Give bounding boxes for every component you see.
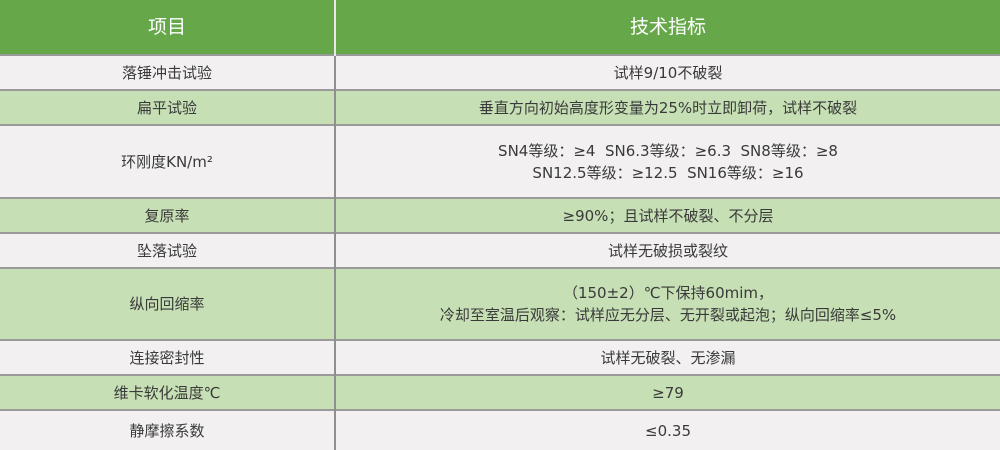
table-row: 坠落试验 试样无破损或裂纹 [0,232,1000,268]
item-cell: 维卡软化温度℃ [0,374,336,410]
spec-cell: ≤0.35 [335,409,1000,450]
spec-cell: 垂直方向初始高度形变量为25%时立即卸荷，试样不破裂 [335,89,1000,125]
table-row: 静摩擦系数 ≤0.35 [0,409,1000,450]
item-cell: 静摩擦系数 [0,409,336,450]
table-row: 连接密封性 试样无破裂、无渗漏 [0,339,1000,375]
spec-line: ≤0.35 [645,421,691,440]
spec-line: SN12.5等级：≥12.5 SN16等级：≥16 [532,163,804,182]
header-item: 项目 [0,0,336,55]
item-cell: 连接密封性 [0,339,336,375]
header-spec: 技术指标 [335,0,1000,55]
table-row: 纵向回缩率 （150±2）℃下保持60mim， 冷却至室温后观察：试样应无分层、无开… [0,267,1000,340]
spec-line: 试样无破裂、无渗漏 [600,348,736,367]
spec-line: 垂直方向初始高度形变量为25%时立即卸荷，试样不破裂 [478,98,858,117]
item-cell: 扁平试验 [0,89,336,125]
spec-cell: ≥79 [335,374,1000,410]
spec-line: ≥79 [652,383,684,402]
table-header: 项目 技术指标 [0,0,1000,55]
spec-cell: 试样9/10不破裂 [335,54,1000,90]
spec-cell: 试样无破裂、无渗漏 [335,339,1000,375]
table-row: 落锤冲击试验 试样9/10不破裂 [0,54,1000,90]
table-row: 复原率 ≥90%；且试样不破裂、不分层 [0,197,1000,233]
item-cell: 纵向回缩率 [0,267,336,340]
spec-line: 试样无破损或裂纹 [607,241,728,260]
spec-line: ≥90%；且试样不破裂、不分层 [562,206,774,225]
item-cell: 环刚度KN/m² [0,124,336,198]
table-row: 扁平试验 垂直方向初始高度形变量为25%时立即卸荷，试样不破裂 [0,89,1000,125]
spec-cell: SN4等级：≥4 SN6.3等级：≥6.3 SN8等级：≥8 SN12.5等级：≥… [335,124,1000,198]
table-row: 维卡软化温度℃ ≥79 [0,374,1000,410]
item-cell: 复原率 [0,197,336,233]
spec-line: （150±2）℃下保持60mim， [562,284,774,302]
table-row: 环刚度KN/m² SN4等级：≥4 SN6.3等级：≥6.3 SN8等级：≥8 SN… [0,124,1000,198]
spec-cell: 试样无破损或裂纹 [335,232,1000,268]
spec-line: 试样9/10不破裂 [613,63,723,82]
spec-cell: ≥90%；且试样不破裂、不分层 [335,197,1000,233]
item-cell: 坠落试验 [0,232,336,268]
spec-cell: （150±2）℃下保持60mim， 冷却至室温后观察：试样应无分层、无开裂或起泡；… [335,267,1000,340]
item-cell: 落锤冲击试验 [0,54,336,90]
spec-line: SN4等级：≥4 SN6.3等级：≥6.3 SN8等级：≥8 [498,141,838,160]
spec-line: 冷却至室温后观察：试样应无分层、无开裂或起泡；纵向回缩率≤5% [439,306,897,324]
